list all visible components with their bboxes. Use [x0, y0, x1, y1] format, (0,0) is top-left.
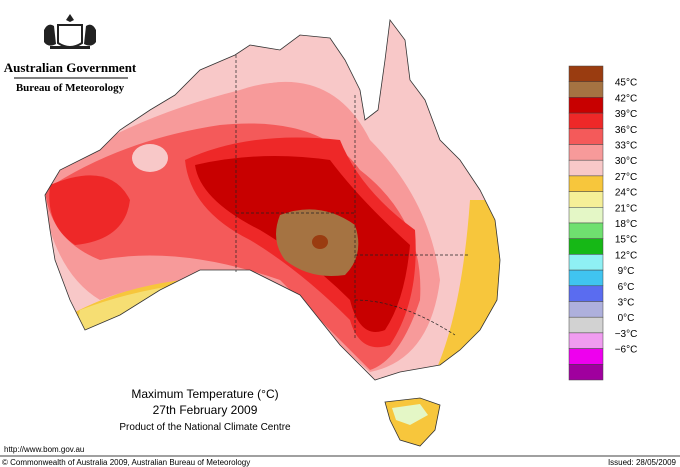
legend-swatch	[568, 128, 604, 145]
legend-label: 24°C	[615, 188, 637, 199]
footer-url: http://www.bom.gov.au	[4, 445, 84, 454]
legend-swatch	[568, 332, 604, 349]
legend-label: −6°C	[615, 345, 638, 356]
legend-label: 0°C	[618, 313, 635, 324]
government-name: Australian Government	[4, 60, 137, 75]
legend-label: 30°C	[615, 156, 637, 167]
bureau-name: Bureau of Meteorology	[16, 82, 125, 94]
legend-swatch	[568, 222, 604, 239]
legend-swatch	[568, 316, 604, 334]
legend-label: 21°C	[615, 203, 637, 214]
legend-label: 12°C	[615, 250, 637, 261]
coastline	[44, 18, 501, 381]
legend-label: 15°C	[615, 235, 637, 246]
map-product: Product of the National Climate Centre	[119, 422, 291, 433]
crest	[44, 14, 96, 49]
legend-swatch	[568, 175, 604, 192]
legend-label: 27°C	[615, 172, 637, 183]
legend-label: 18°C	[615, 219, 637, 230]
legend: 45°C 42°C 39°C 36°C 33°C 30°C 27°C 24°C 21°C 18°C…	[568, 65, 638, 381]
legend-swatch	[568, 269, 604, 287]
legend-label: 3°C	[618, 298, 635, 309]
legend-label: 45°C	[615, 78, 637, 89]
legend-label: 33°C	[615, 141, 637, 152]
legend-swatch	[568, 364, 604, 381]
legend-swatch	[568, 301, 604, 318]
legend-swatch	[568, 159, 604, 177]
tasmania-cool	[392, 404, 428, 425]
legend-label: 39°C	[615, 109, 637, 120]
state-borders	[235, 55, 470, 340]
map-date: 27th February 2009	[153, 403, 258, 417]
footer-copyright: © Commonwealth of Australia 2009, Austra…	[2, 458, 250, 467]
legend-label: 36°C	[615, 125, 637, 136]
legend-swatch	[568, 97, 604, 114]
legend-label: 42°C	[615, 93, 637, 104]
legend-swatch	[568, 65, 604, 82]
legend-swatch	[568, 191, 604, 208]
legend-label: 6°C	[618, 282, 635, 293]
legend-swatch	[568, 238, 604, 255]
legend-label: −3°C	[615, 329, 638, 340]
legend-label: 9°C	[618, 266, 635, 277]
legend-swatch	[568, 285, 604, 302]
legend-swatch	[568, 207, 604, 224]
legend-swatch	[568, 254, 604, 271]
legend-swatch	[568, 81, 604, 98]
legend-swatch	[568, 144, 604, 161]
footer-issued: Issued: 28/05/2009	[608, 458, 677, 467]
map-title: Maximum Temperature (°C)	[131, 387, 278, 401]
legend-swatch	[568, 112, 604, 130]
legend-swatch	[568, 348, 604, 365]
